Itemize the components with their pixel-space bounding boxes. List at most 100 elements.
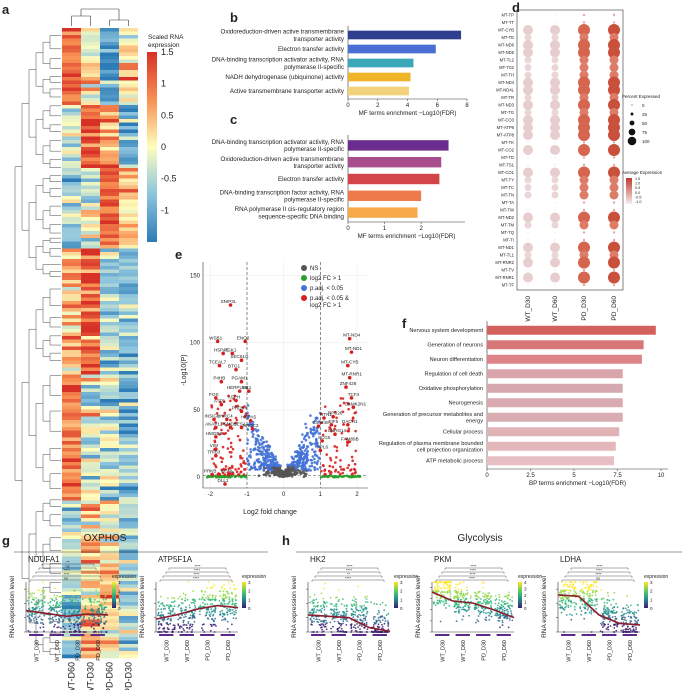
heatmap-cell (62, 584, 81, 589)
volcano-point (235, 470, 239, 474)
violin-point (494, 595, 497, 597)
heatmap-cell (119, 584, 138, 589)
violin-point (73, 610, 75, 613)
heatmap-cell (100, 574, 119, 578)
volcano-point (246, 438, 250, 442)
volcano-point (352, 467, 356, 471)
violin-point (434, 589, 437, 591)
dot-plot-gene-label: MT-CO3 (498, 118, 514, 123)
heatmap-legend-tick: 1.5 (161, 47, 174, 57)
bar (487, 412, 623, 422)
violin-legend-tick: 3 (524, 587, 527, 592)
violin-point (449, 581, 452, 583)
violin-point (615, 611, 618, 614)
heatmap-cell (81, 654, 100, 659)
heatmap-cell (62, 497, 81, 501)
violin-point (29, 631, 31, 633)
violin-point (90, 601, 93, 604)
significance-label: **** (597, 564, 603, 568)
violin-point (442, 600, 445, 603)
volcano-point (221, 457, 224, 460)
heatmap-cell (119, 136, 138, 141)
violin-point (315, 598, 318, 601)
heatmap-cell (81, 567, 100, 571)
violin-point (446, 591, 449, 594)
volcano-gene-label: DACH1 (342, 419, 358, 424)
heatmap-cell (100, 339, 119, 344)
violin-point (62, 625, 65, 628)
heatmap-cell (81, 266, 100, 270)
violin-point (57, 617, 60, 620)
violin-point (324, 623, 327, 626)
heatmap-cell (81, 392, 100, 396)
violin-point (567, 599, 570, 602)
violin-legend-title: expression (518, 574, 542, 580)
heatmap-cell (119, 315, 138, 319)
bar-category-label: Nervous system development (409, 328, 483, 334)
violin-point (49, 601, 52, 604)
volcano-x-tick: 1 (319, 492, 323, 498)
column-dendrogram (71, 8, 129, 26)
violin-point (49, 617, 52, 620)
violin-point (50, 631, 53, 633)
violin-point (566, 585, 569, 588)
volcano-point (304, 460, 307, 464)
volcano-point (290, 461, 294, 464)
volcano-gene-label: ASPH (228, 395, 241, 400)
violin-point (477, 606, 480, 608)
violin-point (42, 623, 45, 626)
volcano-point (311, 448, 314, 451)
violin-point (461, 618, 464, 621)
violin-point (496, 612, 499, 615)
heatmap-cell (100, 133, 119, 137)
heatmap-cell (62, 409, 81, 414)
violin-point (320, 592, 323, 595)
heatmap-cell (119, 374, 138, 379)
heatmap-cell (81, 87, 100, 92)
dot-legend-pct-label: 25 (642, 112, 648, 117)
heatmap-cell (119, 595, 138, 599)
violin-point (488, 614, 490, 617)
volcano-point (293, 465, 297, 469)
volcano-point (229, 418, 232, 422)
heatmap-cell (100, 332, 119, 337)
violin-point (42, 601, 44, 603)
violin-point (383, 616, 386, 619)
heatmap-cell (62, 308, 81, 312)
violin-point (213, 631, 216, 633)
violin-point (41, 619, 44, 621)
group-bar (435, 634, 450, 636)
heatmap-cell (81, 546, 100, 550)
volcano-point (313, 468, 317, 472)
violin-point (366, 601, 369, 603)
heatmap-cell (119, 476, 138, 480)
heatmap-cell (81, 395, 100, 400)
violin-point (169, 604, 172, 606)
heatmap-cell (81, 413, 100, 417)
violin-point (311, 600, 313, 603)
violin-point (182, 624, 185, 626)
violin-point (366, 595, 368, 598)
heatmap-cell (100, 402, 119, 407)
violin-point (621, 625, 624, 628)
group-bar (200, 634, 215, 636)
heatmap-cell (119, 553, 138, 557)
violin-point (173, 600, 176, 603)
dot-plot-dot (579, 220, 589, 230)
volcano-point (303, 455, 307, 458)
heatmap-cell (62, 42, 81, 46)
heatmap-cell (100, 273, 119, 277)
heatmap-cell (62, 311, 81, 316)
violin-point (498, 596, 501, 598)
violin-point (625, 621, 628, 624)
violin-point (566, 583, 568, 586)
dot-legend-pct-label: 75 (642, 130, 648, 135)
violin-group-label: WT_D60 (55, 640, 61, 662)
violin-point (595, 608, 597, 610)
volcano-point (304, 422, 307, 426)
violin-point (354, 627, 357, 630)
dot-plot-gene-label: MT-RNR1 (495, 275, 514, 280)
significance-bracket (35, 571, 99, 574)
violin-point (72, 606, 75, 609)
